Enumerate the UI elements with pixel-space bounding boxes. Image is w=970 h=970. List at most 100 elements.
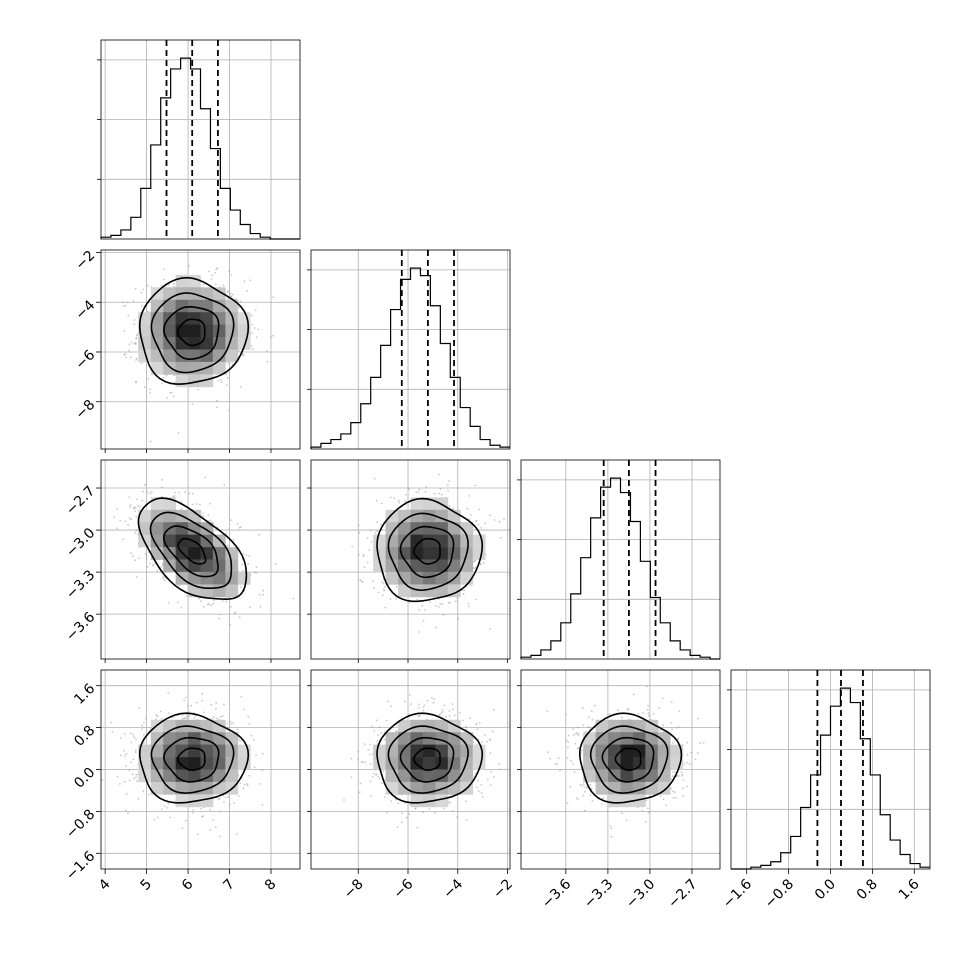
density-cell (188, 522, 201, 535)
sample-point (209, 502, 212, 505)
sample-point (371, 776, 374, 778)
sample-point (231, 363, 234, 365)
sample-point (149, 440, 152, 443)
sample-point (162, 575, 165, 578)
sample-point (129, 732, 132, 735)
sample-point (122, 301, 124, 304)
sample-point (646, 685, 648, 688)
density-cell (150, 324, 164, 338)
sample-point (222, 284, 225, 287)
sample-point (572, 734, 575, 737)
density-cell (225, 349, 239, 363)
sample-point (241, 563, 244, 566)
sample-point (397, 802, 400, 804)
sample-point (191, 812, 194, 814)
sample-point (380, 502, 383, 505)
sample-point (167, 602, 170, 604)
sample-point (197, 388, 200, 391)
sample-point (237, 795, 240, 797)
density-cell (163, 299, 176, 313)
density-cell (175, 559, 189, 573)
histogram-panel (307, 249, 511, 450)
sample-point (498, 520, 501, 523)
sample-point (134, 342, 137, 344)
sample-point (193, 717, 196, 720)
x-tick-label: −2 (490, 876, 516, 902)
sample-point (272, 334, 274, 337)
sample-point (216, 399, 219, 402)
density-cell (435, 547, 449, 560)
sample-point (190, 704, 193, 707)
density-cell (410, 559, 424, 573)
sample-point (122, 305, 125, 308)
sample-point (389, 496, 392, 499)
density-cell (460, 534, 474, 548)
sample-point (216, 267, 219, 270)
density-cell (150, 299, 164, 313)
sample-point (147, 377, 150, 380)
density-cell (410, 744, 424, 758)
sample-point (136, 333, 139, 336)
sample-point (218, 835, 221, 838)
sample-point (173, 285, 176, 288)
density-cell (398, 781, 411, 795)
sample-point (142, 790, 145, 793)
scatter-panel (100, 459, 301, 660)
density-cell (188, 769, 201, 783)
sample-point (116, 508, 119, 510)
density-cell (422, 769, 436, 783)
sample-point (465, 819, 468, 821)
sample-point (124, 304, 127, 307)
sample-point (135, 529, 138, 531)
sample-point (274, 563, 277, 566)
sample-point (239, 300, 242, 303)
histogram-steps (520, 477, 720, 660)
contour-line (149, 511, 233, 589)
sample-point (180, 507, 183, 510)
sample-point (236, 728, 239, 731)
density-cell (163, 349, 176, 363)
sample-point (625, 819, 628, 822)
sample-point (409, 803, 411, 806)
sample-point (577, 733, 580, 735)
sample-point (230, 295, 233, 298)
sample-point (493, 519, 496, 521)
sample-point (385, 719, 388, 722)
sample-point (225, 600, 228, 603)
sample-point (218, 798, 220, 801)
density-cell (410, 794, 424, 808)
sample-point (212, 602, 215, 605)
sample-point (255, 566, 258, 569)
density-cell (200, 324, 214, 338)
sample-point (135, 738, 137, 741)
sample-point (180, 606, 183, 609)
density-cell (138, 337, 152, 350)
x-tick-label: 5 (137, 876, 155, 894)
sample-point (128, 779, 131, 782)
density-cell (188, 274, 201, 288)
contour-line (176, 318, 206, 347)
density-cell (188, 547, 201, 560)
sample-point (141, 724, 144, 727)
sample-point (163, 805, 166, 808)
sample-point (128, 349, 131, 352)
density-cell (175, 312, 189, 325)
sample-point (132, 300, 135, 302)
sample-point (477, 523, 480, 526)
sample-point (145, 483, 148, 485)
sample-point (389, 598, 392, 600)
sample-point (122, 538, 125, 541)
sample-point (163, 579, 166, 582)
density-cell (212, 534, 226, 548)
sample-point (199, 503, 201, 506)
sample-point (362, 554, 365, 556)
sample-point (390, 705, 392, 708)
density-cell (398, 719, 411, 733)
density-cell (460, 769, 474, 783)
sample-point (145, 717, 147, 720)
sample-point (373, 729, 376, 732)
sample-point (243, 280, 246, 283)
density-cell (212, 559, 226, 573)
sample-point (221, 715, 224, 717)
sample-point (123, 353, 126, 356)
